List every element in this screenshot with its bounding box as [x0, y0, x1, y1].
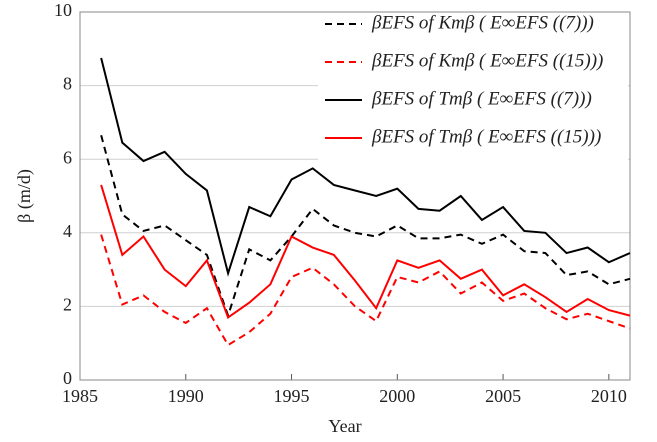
legend-label: βEFS of Tmβ ( E∞EFS ((15))) [371, 126, 601, 147]
y-axis-label: β (m/d) [14, 169, 35, 223]
series-line [100, 135, 631, 319]
legend-label: βEFS of Kmβ ( E∞EFS ((15))) [371, 50, 603, 71]
y-tick-label: 10 [54, 0, 72, 20]
legend-label: βEFS of Kmβ ( E∞EFS ((7))) [371, 12, 594, 33]
legend-bg [318, 14, 628, 160]
series-line [100, 234, 631, 347]
x-tick-label: 1995 [274, 386, 310, 406]
x-tick-label: 2005 [485, 386, 521, 406]
x-axis-label: Year [328, 416, 361, 436]
x-tick-label: 2010 [591, 386, 627, 406]
x-tick-label: 2000 [379, 386, 415, 406]
y-tick-label: 4 [63, 221, 72, 241]
plot-frame [79, 11, 631, 381]
x-tick-label: 1990 [168, 386, 204, 406]
x-tick-label: 1985 [62, 386, 98, 406]
series-line [100, 57, 631, 277]
legend-label: βEFS of Tmβ ( E∞EFS ((7))) [371, 88, 592, 109]
series-line [100, 184, 631, 319]
y-tick-label: 8 [63, 74, 72, 94]
y-tick-label: 2 [63, 295, 72, 315]
y-tick-label: 6 [63, 147, 72, 167]
y-tick-label: 0 [63, 368, 72, 388]
